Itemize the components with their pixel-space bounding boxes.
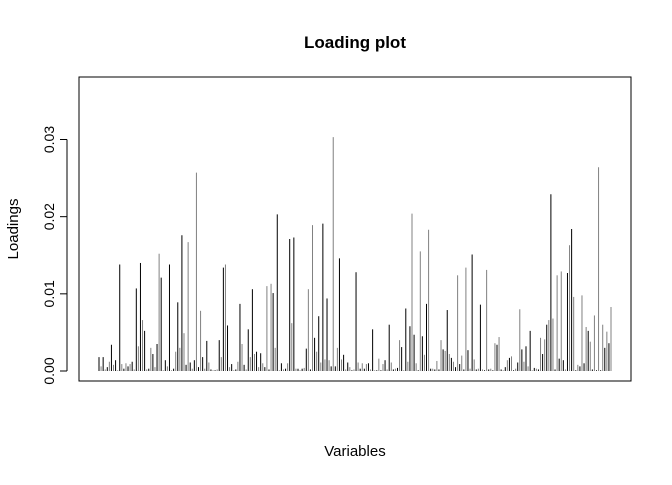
y-tick-label: 0.00: [41, 357, 57, 384]
y-tick-label: 0.01: [41, 280, 57, 307]
plot-frame: [78, 76, 632, 382]
y-axis-label: Loadings: [5, 199, 22, 260]
y-tick-label: 0.02: [41, 203, 57, 230]
chart-title: Loading plot: [304, 33, 406, 52]
bars-group: [98, 137, 612, 371]
y-tick-label: 0.03: [41, 126, 57, 153]
x-axis-label: Variables: [324, 443, 385, 460]
y-axis: 0.00 0.01 0.02 0.03: [41, 126, 68, 385]
